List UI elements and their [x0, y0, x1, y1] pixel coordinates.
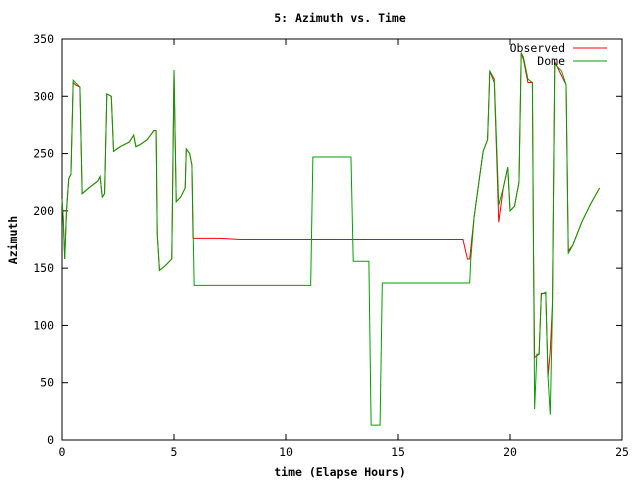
legend-label-dome: Dome	[537, 54, 565, 68]
y-tick-label: 250	[33, 147, 54, 161]
chart-title: 5: Azimuth vs. Time	[274, 11, 406, 25]
y-tick-label: 350	[33, 32, 54, 46]
x-tick-label: 10	[279, 445, 293, 459]
x-axis: 0 5 10 15 20 25	[59, 39, 629, 459]
y-tick-label: 0	[47, 433, 54, 447]
y-tick-label: 150	[33, 261, 54, 275]
y-axis: 0 50 100 150 200 250 300 350	[33, 32, 622, 447]
legend-label-observed: Observed	[510, 41, 565, 55]
series-layer	[61, 52, 601, 426]
series-line-dome	[61, 52, 601, 426]
y-tick-label: 300	[33, 89, 54, 103]
series-line-observed	[61, 52, 601, 378]
x-tick-label: 25	[615, 445, 629, 459]
y-axis-label: Azimuth	[6, 216, 20, 265]
x-tick-label: 15	[391, 445, 405, 459]
x-tick-label: 20	[503, 445, 517, 459]
x-tick-label: 0	[59, 445, 66, 459]
x-tick-label: 5	[171, 445, 178, 459]
y-tick-label: 50	[40, 376, 54, 390]
plot-area	[61, 38, 623, 441]
y-tick-label: 100	[33, 318, 54, 332]
x-axis-label: time (Elapse Hours)	[274, 465, 406, 479]
y-tick-label: 200	[33, 204, 54, 218]
